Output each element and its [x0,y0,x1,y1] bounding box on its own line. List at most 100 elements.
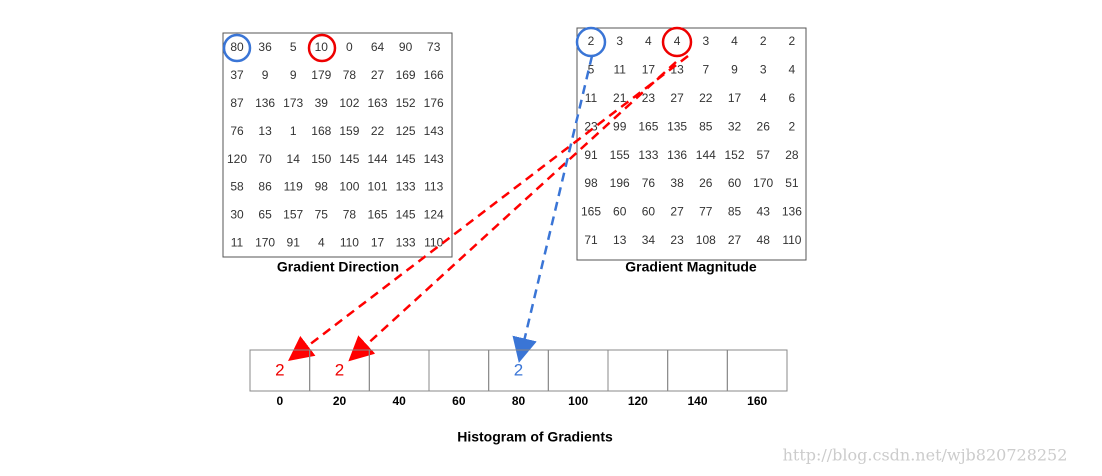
grid-cell: 51 [785,176,799,190]
grid-cell: 124 [424,208,444,222]
highlight-circle [661,26,693,58]
grid-cell: 100 [339,180,359,194]
grid-cell: 11 [231,235,244,249]
histogram-bin [547,349,609,392]
grid-cell: 143 [424,152,444,166]
grid-cell: 113 [424,180,443,194]
grid-cell: 155 [610,148,630,162]
grid-cell: 4 [789,63,796,77]
magnitude-grid-box [576,27,807,261]
grid-cell: 102 [339,96,359,110]
grid-cell: 26 [699,176,713,190]
grid-cell: 145 [396,208,416,222]
grid-cell: 2 [789,119,796,133]
grid-cell: 9 [731,63,738,77]
histogram-title: Histogram of Gradients [457,429,613,445]
grid-cell: 152 [396,96,416,110]
grid-cell: 64 [371,40,385,54]
grid-cell: 70 [258,152,272,166]
grid-cell: 136 [255,96,275,110]
bin-count: 2 [275,360,284,379]
grid-cell: 26 [757,119,771,133]
grid-cell: 17 [371,235,385,249]
grid-cell: 32 [728,119,742,133]
grid-cell: 4 [674,34,681,48]
grid-cell: 159 [339,124,359,138]
grid-cell: 80 [230,40,244,54]
grid-cell: 85 [699,119,713,133]
grid-cell: 169 [396,68,416,82]
grid-cell: 119 [284,180,303,194]
grid-cell: 85 [728,205,742,219]
grid-cell: 145 [396,152,416,166]
grid-cell: 60 [613,205,627,219]
grid-cell: 36 [258,40,272,54]
histogram-bin [428,349,490,392]
watermark: http://blog.csdn.net/wjb820728252 [783,446,1068,465]
bin-label: 120 [628,394,648,408]
grid-cell: 179 [311,68,331,82]
bin-label: 100 [568,394,588,408]
grid-cell: 78 [343,208,357,222]
grid-cell: 4 [318,235,325,249]
grid-cell: 166 [424,68,444,82]
grid-cell: 196 [610,176,630,190]
grid-cell: 22 [699,91,713,105]
grid-cell: 144 [696,148,716,162]
grid-cell: 101 [367,180,387,194]
grid-cell: 73 [427,40,441,54]
bin-label: 160 [747,394,767,408]
grid-cell: 76 [230,124,244,138]
grid-cell: 2 [588,34,595,48]
grid-cell: 30 [230,208,244,222]
grid-cell: 3 [616,34,623,48]
grid-cell: 170 [255,235,275,249]
grid-cell: 91 [287,235,301,249]
grid-cell: 91 [584,148,598,162]
grid-cell: 27 [670,91,684,105]
histogram-bin [607,349,669,392]
bin-count: 2 [335,360,344,379]
grid-cell: 150 [311,152,331,166]
grid-cell: 157 [283,208,303,222]
grid-cell: 39 [315,96,329,110]
grid-cell: 17 [728,91,742,105]
grid-cell: 78 [343,68,357,82]
grid-cell: 1 [290,124,297,138]
grid-cell: 144 [367,152,387,166]
histogram-bin [667,349,728,392]
grid-cell: 23 [642,91,656,105]
grid-cell: 145 [339,152,359,166]
grid-cell: 143 [424,124,444,138]
bin-count: 2 [514,360,523,379]
grid-cell: 5 [290,40,297,54]
grid-cell: 37 [230,68,244,82]
grid-cell: 57 [757,148,771,162]
grid-cell: 170 [753,176,773,190]
grid-cell: 27 [728,233,742,247]
grid-cell: 2 [760,34,767,48]
grid-cell: 152 [724,148,744,162]
grid-cell: 176 [424,96,444,110]
grid-cell: 9 [290,68,297,82]
grid-cell: 86 [258,180,272,194]
grid-cell: 60 [642,205,656,219]
bin-label: 140 [687,394,707,408]
grid-cell: 4 [760,91,767,105]
grid-cell: 108 [696,233,716,247]
grid-cell: 0 [346,40,353,54]
grid-cell: 7 [702,63,709,77]
grid-cell: 22 [371,124,385,138]
grid-cell: 125 [396,124,416,138]
arrow [512,55,594,363]
grid-cell: 65 [258,208,272,222]
bin-label: 80 [512,394,526,408]
grid-cell: 14 [287,152,301,166]
grid-cell: 90 [399,40,413,54]
grid-cell: 6 [789,91,796,105]
bin-label: 20 [333,394,347,408]
grid-cell: 173 [283,96,303,110]
histogram-bin [368,349,430,392]
grid-cell: 168 [311,124,331,138]
